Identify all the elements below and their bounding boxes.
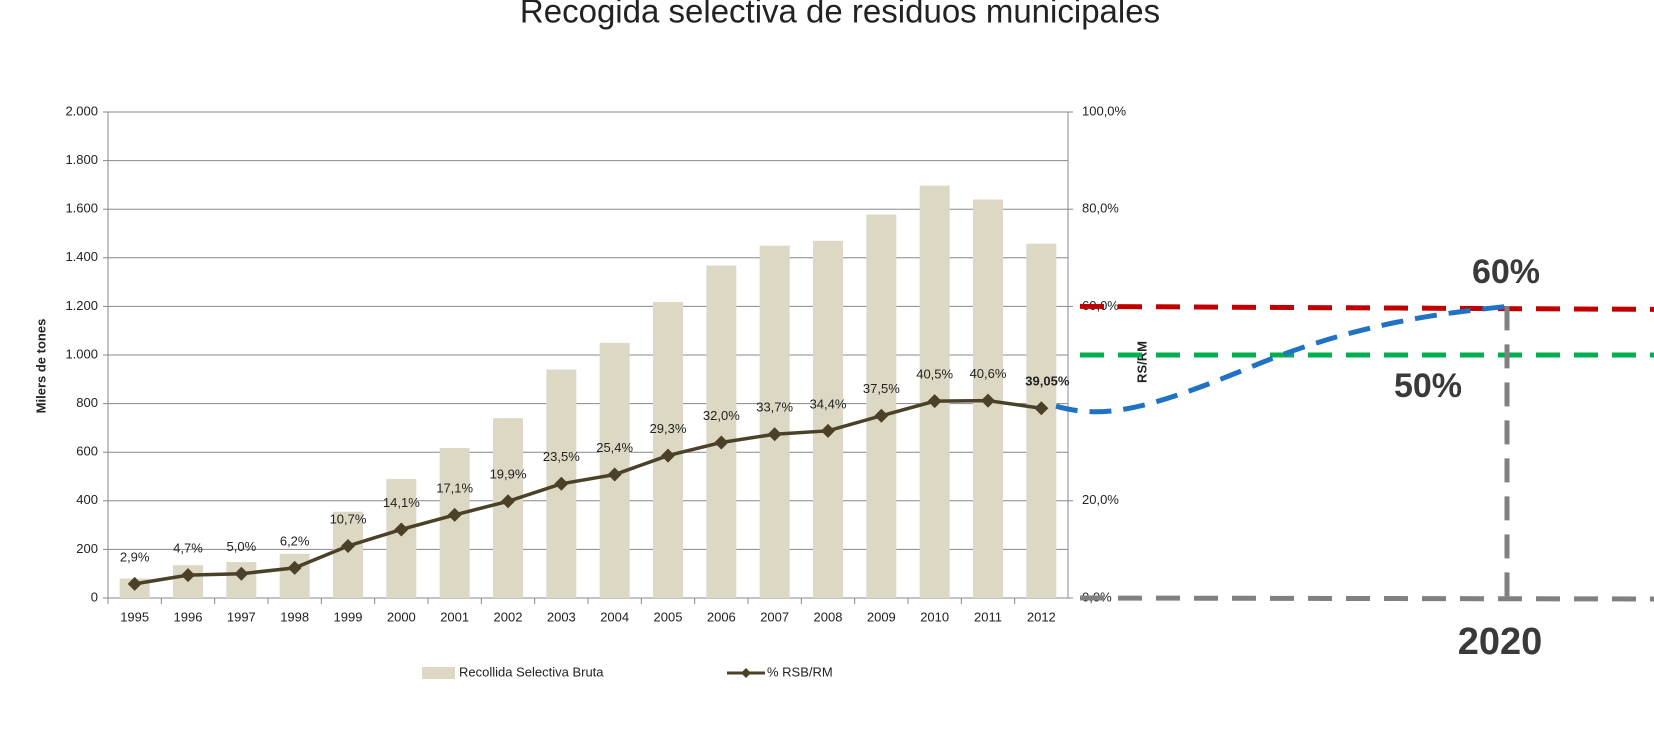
marker: [714, 435, 729, 450]
y2-tick-label: 80,0%: [1082, 201, 1119, 216]
y-tick-label: 0: [91, 589, 98, 604]
x-tick-label: 2007: [760, 609, 789, 624]
marker: [927, 394, 942, 409]
x-tick-label: 2004: [600, 609, 629, 624]
marker: [181, 568, 195, 583]
marker: [981, 393, 995, 408]
target-label: 50%: [1394, 367, 1462, 405]
data-label: 5,0%: [227, 539, 257, 554]
marker: [661, 448, 675, 463]
cover: [1074, 325, 1136, 415]
y-tick-label: 1.600: [65, 201, 98, 216]
data-label: 14,1%: [383, 495, 420, 510]
marker: [821, 423, 835, 438]
marker: [501, 494, 515, 509]
x-tick-label: 1995: [120, 609, 149, 624]
bar: [279, 553, 310, 598]
legend-label: % RSB/RM: [767, 664, 833, 679]
data-label: 40,6%: [970, 366, 1007, 381]
marker: [287, 560, 302, 575]
marker: [394, 522, 409, 537]
x-tick-label: 2006: [707, 609, 736, 624]
y-tick-label: 1.800: [65, 152, 98, 167]
data-label: 32,0%: [703, 408, 740, 423]
x-tick-label: 1997: [227, 609, 256, 624]
marker: [1034, 401, 1049, 416]
data-label: 17,1%: [436, 480, 473, 495]
data-label: 10,7%: [330, 511, 367, 526]
bar: [333, 511, 363, 598]
data-label: 29,3%: [650, 421, 687, 436]
bar: [866, 214, 897, 598]
legend-label: Recollida Selectiva Bruta: [459, 664, 604, 679]
y-tick-label: 2.000: [65, 103, 98, 118]
x-tick-label: 2002: [494, 609, 523, 624]
y-tick-label: 200: [76, 541, 98, 556]
x-tick-label: 2008: [814, 609, 843, 624]
y-axis-label: Milers de tones: [33, 319, 48, 414]
x-tick-label: 2000: [387, 609, 416, 624]
marker: [234, 566, 249, 581]
y-tick-label: 1.000: [65, 346, 98, 361]
legend-swatch: [422, 667, 455, 679]
x-tick-label: 2012: [1027, 609, 1056, 624]
projection: [1055, 303, 1508, 415]
x-tick-label: 1998: [280, 609, 309, 624]
target-line: [1079, 303, 1654, 312]
data-label: 4,7%: [173, 541, 203, 556]
marker: [447, 507, 462, 522]
x-tick-label: 2011: [974, 609, 1002, 624]
x-tick-label: 2005: [654, 609, 683, 624]
x-tick-label: 1996: [174, 609, 203, 624]
line: [134, 398, 1042, 586]
marker: [554, 476, 569, 491]
y-tick-label: 1.200: [65, 298, 98, 313]
y-tick-label: 600: [76, 444, 98, 459]
bar: [919, 185, 950, 598]
marker: [341, 538, 355, 553]
chart-title: Recogida selectiva de residuos municipal…: [520, 0, 1160, 30]
data-label: 37,5%: [863, 381, 900, 396]
legend-marker: [741, 668, 751, 678]
marker: [607, 467, 622, 482]
data-label: 33,7%: [756, 400, 793, 415]
baseline-dash: [1079, 595, 1654, 602]
target-label: 60%: [1472, 253, 1540, 291]
data-label: 25,4%: [596, 440, 633, 455]
y-tick-label: 1.400: [65, 249, 98, 264]
y-tick-label: 800: [76, 395, 98, 410]
bar: [759, 245, 790, 598]
x-tick-label: 2003: [547, 609, 576, 624]
x-tick-label: 2010: [920, 609, 949, 624]
bar: [813, 240, 843, 599]
bar: [706, 265, 737, 598]
y-tick-label: 400: [76, 492, 98, 507]
bar: [1026, 243, 1057, 598]
marker: [767, 427, 782, 442]
x-tick-label: 2001: [440, 609, 469, 624]
data-label: 34,4%: [810, 396, 847, 411]
x-tick-label: 2009: [867, 609, 896, 624]
data-label: 6,2%: [280, 533, 310, 548]
y2-tick-label: 100,0%: [1082, 103, 1127, 118]
data-label: 40,5%: [916, 367, 953, 382]
y2-tick-label: 20,0%: [1082, 492, 1119, 507]
marker: [127, 576, 142, 591]
data-label: 39,05%: [1025, 374, 1070, 389]
x-tick-label: 1999: [334, 609, 363, 624]
data-label: 23,5%: [543, 449, 580, 464]
y2-axis-label: RS/RM: [1134, 341, 1149, 383]
bar: [386, 478, 417, 598]
marker: [874, 408, 889, 423]
bar: [439, 448, 470, 598]
data-label: 19,9%: [490, 467, 527, 482]
data-label: 2,9%: [120, 549, 150, 564]
target-year: 2020: [1458, 621, 1543, 663]
